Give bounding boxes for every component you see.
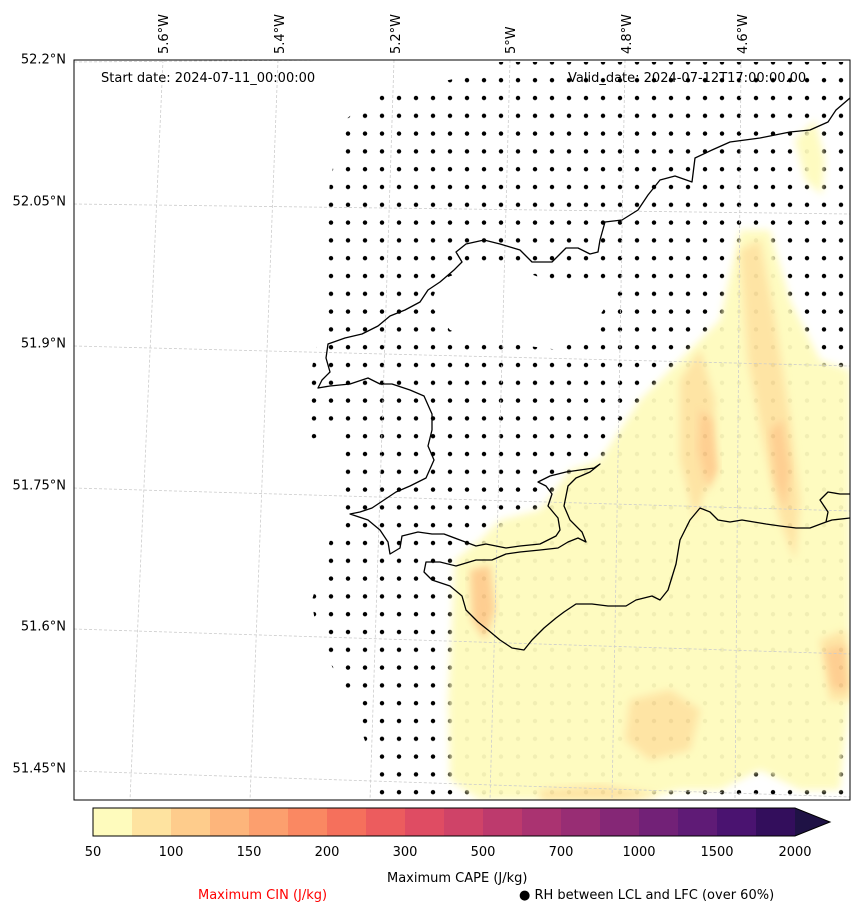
colorbar-segment [132,808,172,836]
colorbar-segment [522,808,562,836]
lat-gridline [74,487,850,512]
colorbar-tick-label: 150 [236,845,262,860]
lat-label: 51.45°N [12,761,66,777]
lat-gridline [74,345,850,367]
coastline-north [317,97,850,651]
colorbar-tick-label: 500 [470,845,496,860]
colorbar-tick-label: 300 [392,845,418,860]
colorbar-segment [756,808,796,836]
lon-gridline [611,60,626,800]
lon-label: 5.2°W [389,13,404,54]
lat-label: 52.2°N [20,52,66,68]
colorbar-tick-label: 700 [548,845,574,860]
colorbar-tick-label: 50 [84,845,102,860]
colorbar-extend-arrow [795,808,830,836]
valid-date-label: Valid_date: 2024-07-12T17:00:00.00 [568,71,807,86]
lat-gridline [74,203,850,215]
lon-gridline [129,60,164,800]
colorbar-tick-label: 200 [314,845,340,860]
colorbar-tick-label: 2000 [778,845,812,860]
cape-band-11 [540,785,660,800]
lon-label: 4.6°W [736,13,751,54]
lat-label: 51.6°N [20,619,66,635]
lat-label: 51.9°N [20,336,66,352]
cape-band-7 [470,565,495,640]
colorbar-segment [561,808,601,836]
cape-band-8 [770,420,790,510]
cape-field [448,120,850,800]
colorbar-segment [249,808,289,836]
lat-label: 52.05°N [12,194,66,210]
lon-gridline [249,60,279,800]
rh-gap-3 [370,60,500,95]
colorbar-segment [717,808,757,836]
colorbar-segment [483,808,523,836]
cape-band-6 [698,410,718,490]
colorbar-segment [444,808,484,836]
colorbar-segment [327,808,367,836]
lon-label: 4.8°W [620,13,635,54]
colorbar-segment [600,808,640,836]
lon-label: 5.4°W [273,13,288,54]
lon-label: 5.6°W [157,13,172,54]
colorbar-tick-label: 1000 [622,845,656,860]
map-axes [74,60,850,800]
lat-label: 51.75°N [12,478,66,494]
rh-legend-label: ● RH between LCL and LFC (over 60%) [519,888,775,903]
rh-gap-1 [430,265,610,350]
cape-band-2 [795,120,825,195]
colorbar-outline [92,807,832,837]
cape-band-10 [625,690,700,760]
lon-gridline [369,60,395,800]
colorbar [92,807,832,837]
colorbar-tick-label: 1500 [700,845,734,860]
colorbar-segment [405,808,445,836]
start-date-label: Start date: 2024-07-11_00:00:00 [101,71,316,86]
gridlines [74,60,850,800]
coastline-east-inlet [825,517,850,523]
colorbar-segment [210,808,250,836]
lat-gridline [74,628,850,655]
colorbar-label: Maximum CAPE (J/kg) [387,871,528,886]
map-frame [73,59,851,801]
cape-band-1 [448,230,850,800]
colorbar-segment [171,808,211,836]
colorbar-tick-label: 100 [158,845,184,860]
cape-band-9 [825,645,848,690]
lat-gridline [74,770,850,798]
coastline [317,97,850,651]
colorbar-segment [288,808,328,836]
lon-gridline [734,60,742,800]
colorbar-segment [678,808,718,836]
colorbar-segment [639,808,679,836]
colorbar-segment [366,808,406,836]
lon-label: 5°W [504,26,519,54]
cin-legend-label: Maximum CIN (J/kg) [198,888,328,903]
colorbar-segment [93,808,133,836]
lon-gridline [489,60,511,800]
rh-gap-2 [304,430,345,600]
